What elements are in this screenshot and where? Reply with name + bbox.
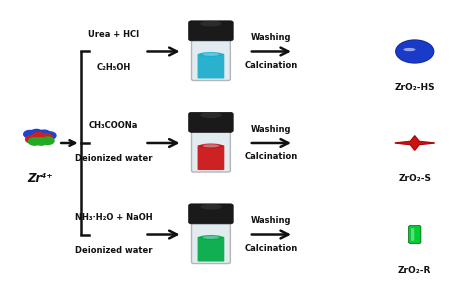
Circle shape [26,136,38,143]
FancyBboxPatch shape [411,228,414,241]
Ellipse shape [200,21,222,27]
Circle shape [40,134,52,141]
FancyBboxPatch shape [191,128,230,172]
Polygon shape [395,136,435,150]
FancyBboxPatch shape [189,204,233,224]
Text: Washing: Washing [251,216,292,225]
FancyBboxPatch shape [191,219,230,264]
Text: C₂H₅OH: C₂H₅OH [97,63,131,72]
Text: ZrO₂-S: ZrO₂-S [398,174,431,183]
Ellipse shape [202,53,219,56]
Ellipse shape [199,52,223,57]
Circle shape [42,137,54,144]
Ellipse shape [403,48,416,51]
Ellipse shape [200,204,222,210]
Text: NH₃·H₂O + NaOH: NH₃·H₂O + NaOH [75,213,153,222]
Text: Calcination: Calcination [245,61,298,70]
Circle shape [28,138,41,145]
Text: Calcination: Calcination [245,152,298,161]
FancyBboxPatch shape [198,145,224,170]
Text: Washing: Washing [251,125,292,134]
FancyBboxPatch shape [409,226,421,243]
Ellipse shape [200,112,222,118]
Ellipse shape [199,235,223,240]
Text: Zr⁴⁺: Zr⁴⁺ [27,172,53,185]
FancyBboxPatch shape [198,237,224,262]
Circle shape [44,132,56,139]
FancyBboxPatch shape [198,53,224,79]
Text: CH₃COONa: CH₃COONa [89,121,138,130]
Circle shape [396,40,434,63]
Ellipse shape [202,144,219,147]
Circle shape [27,133,39,140]
Text: Washing: Washing [251,33,292,42]
Ellipse shape [199,144,223,148]
Circle shape [32,136,45,143]
Text: Deionized water: Deionized water [75,154,153,163]
Circle shape [32,132,45,140]
Circle shape [30,130,43,137]
FancyBboxPatch shape [191,36,230,81]
Text: ZrO₂-R: ZrO₂-R [398,266,431,275]
Circle shape [38,130,50,138]
Text: Deionized water: Deionized water [75,246,153,255]
FancyBboxPatch shape [189,21,233,41]
FancyBboxPatch shape [189,112,233,132]
Text: ZrO₂-HS: ZrO₂-HS [394,83,435,92]
Circle shape [39,135,51,143]
Circle shape [24,130,36,138]
Circle shape [35,138,47,145]
Ellipse shape [202,236,219,239]
Text: Calcination: Calcination [245,244,298,253]
Text: Urea + HCl: Urea + HCl [88,30,139,39]
